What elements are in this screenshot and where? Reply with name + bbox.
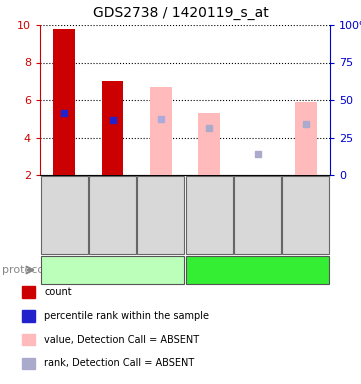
- Text: GSM187259: GSM187259: [60, 190, 69, 240]
- Bar: [150, 87, 172, 175]
- Point: [303, 121, 309, 127]
- Text: GSM187261: GSM187261: [156, 190, 165, 240]
- Text: GSM187262: GSM187262: [205, 190, 214, 240]
- Bar: [198, 113, 220, 175]
- Point: [206, 125, 212, 131]
- Text: ketogenic diet: ketogenic diet: [218, 265, 297, 275]
- Text: control diet: control diet: [81, 265, 144, 275]
- Text: value, Detection Call = ABSENT: value, Detection Call = ABSENT: [44, 334, 200, 344]
- Text: GSM187263: GSM187263: [253, 189, 262, 240]
- Text: protocol: protocol: [2, 265, 47, 275]
- Point: [110, 117, 116, 123]
- Text: rank, Detection Call = ABSENT: rank, Detection Call = ABSENT: [44, 358, 195, 368]
- Point: [158, 116, 164, 122]
- Text: GDS2738 / 1420119_s_at: GDS2738 / 1420119_s_at: [93, 7, 268, 20]
- Bar: [295, 102, 317, 175]
- Point: [255, 151, 260, 157]
- Text: percentile rank within the sample: percentile rank within the sample: [44, 311, 209, 321]
- Point: [61, 110, 67, 116]
- Text: count: count: [44, 287, 72, 297]
- Bar: [53, 29, 75, 175]
- Text: GSM187264: GSM187264: [301, 190, 310, 240]
- Text: GSM187260: GSM187260: [108, 190, 117, 240]
- Bar: [102, 81, 123, 175]
